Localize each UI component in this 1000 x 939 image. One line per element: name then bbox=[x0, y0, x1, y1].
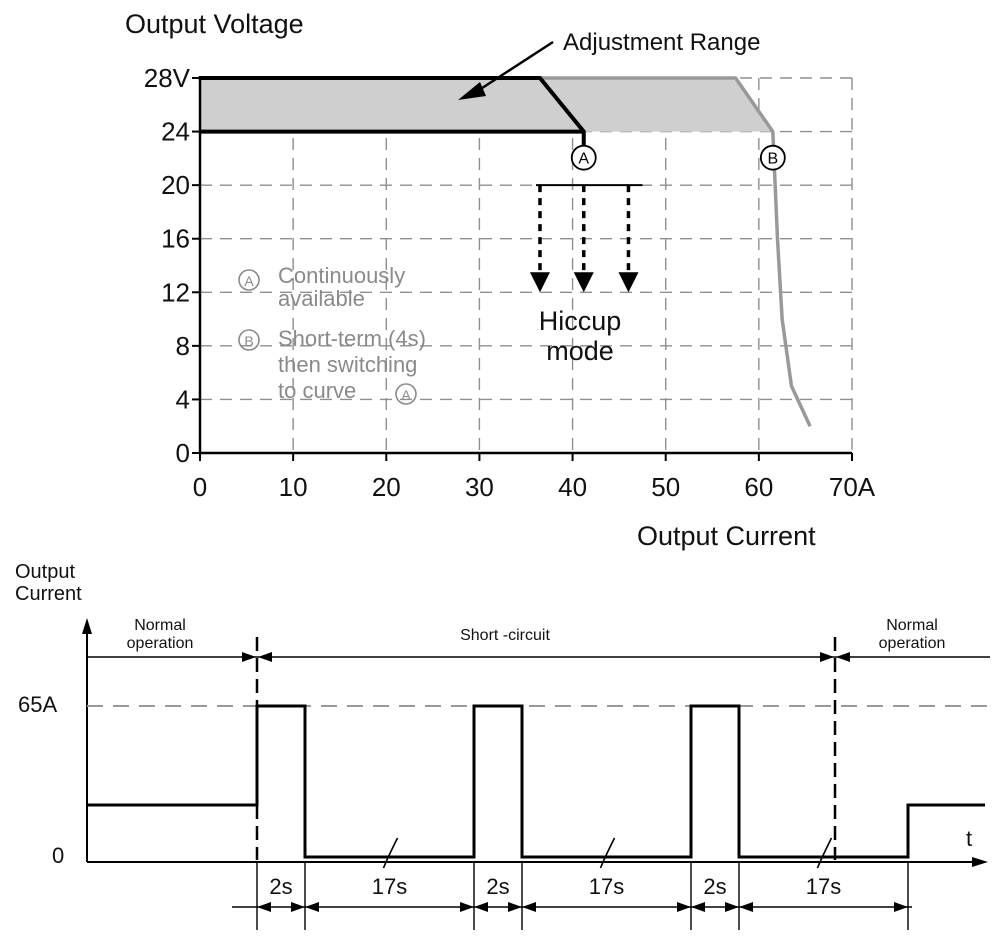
marker-a bbox=[570, 144, 597, 171]
marker-a-text: A bbox=[578, 151, 589, 168]
time-arrow-right-0 bbox=[291, 902, 305, 912]
time-arrow-left-1 bbox=[305, 902, 319, 912]
time-arrow-left-5 bbox=[739, 902, 753, 912]
adjustment-range-band bbox=[200, 78, 773, 132]
current-waveform bbox=[87, 704, 985, 869]
hiccup-label-line1: Hiccup bbox=[539, 306, 622, 336]
x-tick-label: 70A bbox=[829, 472, 876, 502]
time-arrow-right-2 bbox=[508, 902, 522, 912]
time-segment-label: 2s bbox=[486, 874, 509, 899]
curve-b bbox=[539, 76, 812, 427]
voltage-current-chart: 0 10 20 30 40 50 60 70A 0 4 8 12 16 20 24 28V Output Vo… bbox=[125, 9, 876, 551]
marker-b-text: B bbox=[767, 151, 778, 168]
phase-normal-1-line2: operation bbox=[127, 635, 194, 652]
hiccup-arrow-head-1 bbox=[529, 272, 550, 293]
time-arrow-right-5 bbox=[894, 902, 908, 912]
hiccup-arrow-head-3 bbox=[618, 272, 639, 293]
x-tick-label: 0 bbox=[193, 472, 207, 502]
adjustment-arrow-shaft bbox=[475, 40, 554, 94]
legend-a-line1: Continuously bbox=[278, 263, 405, 288]
phase-normal-2-line1: Normal bbox=[886, 617, 938, 634]
axes bbox=[192, 76, 853, 461]
y-tick-label: 28V bbox=[144, 63, 191, 93]
time-segment-label: 17s bbox=[372, 874, 407, 899]
phase-normal-2-line2: operation bbox=[879, 635, 946, 652]
y-tick-label: 0 bbox=[176, 438, 190, 468]
time-arrow-right-4 bbox=[725, 902, 739, 912]
timing-x-axis-arrow bbox=[972, 857, 988, 867]
time-arrow-left-4 bbox=[691, 902, 705, 912]
y-tick-label: 8 bbox=[176, 331, 190, 361]
time-arrow-right-3 bbox=[677, 902, 691, 912]
timing-y-label-line1: Output bbox=[15, 561, 75, 583]
phase-short-circuit: Short -circuit bbox=[460, 627, 550, 644]
legend: A Continuously available B Short-term (4… bbox=[238, 263, 426, 405]
time-segment-label: 2s bbox=[703, 874, 726, 899]
legend-b-end-symbol bbox=[395, 383, 417, 405]
legend-symbol-b-text: B bbox=[244, 333, 253, 349]
phase-normal-1-line1: Normal bbox=[134, 617, 186, 634]
x-tick-label: 60 bbox=[744, 472, 773, 502]
phase-arrow-3 bbox=[820, 652, 834, 662]
x-tick-label: 10 bbox=[279, 472, 308, 502]
phase-arrow-1 bbox=[242, 652, 256, 662]
time-arrow-right-1 bbox=[460, 902, 474, 912]
hiccup-arrow-head-2 bbox=[573, 272, 594, 293]
time-segments: 2s 17s 2s 17s 2s 17s bbox=[232, 862, 912, 930]
timing-tick-0: 0 bbox=[52, 843, 64, 868]
hiccup-arrows bbox=[529, 184, 643, 293]
time-segment-label: 17s bbox=[806, 874, 841, 899]
legend-a-line2: available bbox=[278, 286, 365, 311]
y-tick-label: 4 bbox=[176, 384, 190, 414]
y-tick-label: 20 bbox=[161, 170, 190, 200]
phase-arrow-2 bbox=[258, 652, 272, 662]
time-arrow-left-0 bbox=[257, 902, 271, 912]
adjustment-arrow-head bbox=[458, 82, 486, 100]
break-mark bbox=[599, 837, 616, 869]
time-arrow-left-2 bbox=[474, 902, 488, 912]
x-axis-title: Output Current bbox=[637, 521, 816, 551]
y-axis-title: Output Voltage bbox=[125, 9, 304, 39]
adjustment-range-label: Adjustment Range bbox=[563, 29, 760, 56]
timing-y-label-line2: Current bbox=[15, 583, 82, 605]
legend-symbol-a-text: A bbox=[244, 273, 254, 289]
time-arrow-left-3 bbox=[522, 902, 536, 912]
timing-tick-65a: 65A bbox=[18, 692, 57, 717]
timing-y-axis-arrow bbox=[82, 618, 92, 634]
x-tick-label: 30 bbox=[465, 472, 494, 502]
break-mark bbox=[816, 837, 833, 869]
y-tick-label: 12 bbox=[161, 277, 190, 307]
marker-b bbox=[759, 144, 786, 171]
legend-b-end-symbol-text: A bbox=[401, 387, 411, 403]
x-tick-label: 50 bbox=[651, 472, 680, 502]
y-tick-label: 24 bbox=[161, 117, 190, 147]
break-mark bbox=[382, 837, 399, 869]
hiccup-label-line2: mode bbox=[546, 336, 614, 366]
legend-b-line2: then switching bbox=[278, 352, 417, 377]
phase-arrow-4 bbox=[836, 652, 850, 662]
x-tick-label: 20 bbox=[372, 472, 401, 502]
current-trace bbox=[87, 704, 985, 859]
tick-labels: 0 10 20 30 40 50 60 70A 0 4 8 12 16 20 24 28V bbox=[144, 63, 876, 502]
x-tick-label: 40 bbox=[558, 472, 587, 502]
legend-b-line1: Short-term (4s) bbox=[278, 326, 426, 351]
timing-x-label: t bbox=[966, 826, 972, 851]
legend-b-line3: to curve bbox=[278, 378, 356, 403]
legend-symbol-a bbox=[238, 269, 260, 291]
time-segment-label: 17s bbox=[589, 874, 624, 899]
time-segment-label: 2s bbox=[269, 874, 292, 899]
legend-symbol-b bbox=[238, 329, 260, 351]
y-tick-label: 16 bbox=[161, 224, 190, 254]
curve-a bbox=[200, 76, 586, 133]
adjustment-range-arrow bbox=[458, 40, 554, 100]
